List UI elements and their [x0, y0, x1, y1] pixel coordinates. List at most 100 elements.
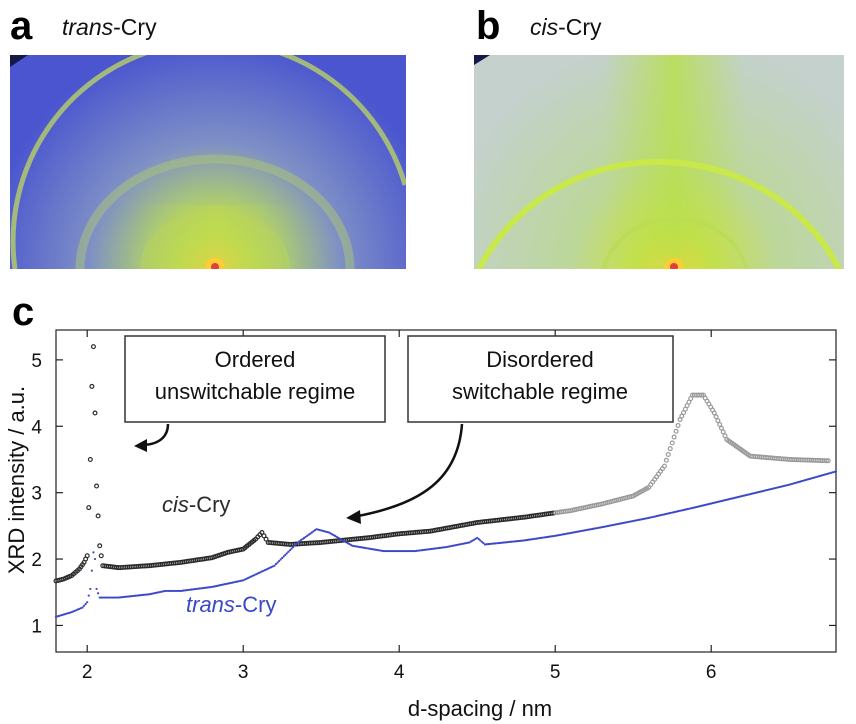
annotation-ordered-arrowhead: [134, 439, 147, 452]
x-tick-label: 2: [82, 662, 93, 683]
trans-data-point: [89, 587, 92, 591]
cis-data-point: [94, 483, 100, 489]
trans-data-point: [281, 556, 284, 560]
trans-data-point: [401, 549, 404, 553]
panel-letter-a: a: [10, 4, 33, 48]
series-label-trans: trans-Cry: [186, 592, 276, 617]
trans-data-point: [84, 602, 87, 606]
trans-data-point: [295, 542, 298, 546]
cis-data-point: [717, 421, 723, 427]
series-label-cis: cis-Cry: [162, 492, 230, 517]
annotation-disordered: Disordered switchable regime: [346, 335, 674, 524]
cis-data-point: [90, 344, 96, 350]
annotation-ordered-arrow: [143, 423, 170, 447]
trans-data-point: [834, 470, 838, 473]
series-layer: [53, 344, 838, 618]
trans-data-point: [477, 538, 480, 541]
trans-data-point: [95, 587, 98, 591]
cis-data-point: [825, 458, 831, 464]
xrd-pattern-trans: [10, 55, 406, 269]
cis-data-point: [663, 457, 669, 463]
trans-data-point: [404, 549, 407, 553]
cis-data-point: [671, 434, 677, 440]
trans-data-point: [165, 589, 168, 593]
trans-data-point: [97, 592, 100, 595]
panel-title-b: cis-Cry: [530, 14, 602, 40]
trans-data-point: [385, 549, 388, 553]
trans-data-point: [175, 589, 178, 593]
trans-data-point: [109, 596, 112, 599]
trans-data-point: [402, 549, 405, 553]
annotation-ordered-line2: unswitchable regime: [155, 379, 356, 404]
trans-data-point: [277, 559, 281, 563]
cis-data-point: [261, 533, 267, 539]
trans-data-point: [87, 594, 90, 597]
cis-data-point: [259, 529, 265, 535]
y-tick-label: 3: [31, 484, 42, 505]
cis-data-point: [97, 543, 103, 549]
trans-data-point: [301, 538, 304, 541]
trans-data-point: [112, 596, 115, 599]
trans-data-point: [111, 596, 114, 599]
cis-data-point: [711, 410, 717, 416]
trans-data-point: [388, 549, 391, 553]
cis-data-point: [95, 513, 101, 519]
y-tick-label: 1: [31, 616, 42, 637]
trans-data-point: [276, 561, 279, 564]
cis-data-point: [823, 458, 829, 464]
panel-title-a-rest: -Cry: [113, 14, 157, 40]
trans-data-point: [307, 533, 310, 536]
cis-data-point: [715, 418, 721, 424]
trans-data-point: [296, 541, 299, 544]
series-label-trans-italic: trans: [186, 592, 235, 617]
trans-data-point: [476, 536, 479, 539]
trans-data-point: [310, 531, 313, 534]
trans-data-point: [90, 569, 93, 572]
trans-data-point: [412, 549, 415, 553]
trans-data-point: [293, 544, 296, 547]
trans-data-point: [171, 589, 175, 593]
cis-data-point: [98, 553, 104, 559]
trans-data-point: [299, 539, 303, 542]
trans-data-point: [407, 549, 410, 553]
panel-title-a-italic: trans: [62, 14, 114, 40]
cis-data-point: [86, 505, 92, 511]
panel-letter-c: c: [12, 290, 35, 334]
trans-data-point: [170, 589, 173, 593]
trans-data-point: [309, 532, 312, 535]
trans-data-point: [306, 534, 309, 537]
cis-data-point: [669, 440, 675, 446]
trans-data-point: [107, 596, 111, 599]
annotation-ordered: Ordered unswitchable regime: [124, 335, 386, 452]
annotation-disordered-arrowhead: [346, 510, 361, 524]
x-tick-label: 5: [550, 662, 561, 683]
trans-data-point: [279, 558, 282, 561]
cis-data-point: [87, 456, 93, 462]
trans-data-point: [173, 589, 176, 593]
cis-data-point: [699, 392, 705, 398]
trans-data-point: [396, 549, 399, 553]
trans-data-point: [115, 596, 118, 599]
cis-data-point: [673, 428, 679, 434]
cis-data-point: [713, 414, 719, 420]
y-tick-label: 4: [31, 417, 42, 438]
x-tick-label: 4: [394, 662, 405, 683]
x-tick-label: 3: [238, 662, 249, 683]
trans-data-point: [312, 530, 315, 533]
trans-data-point: [398, 549, 401, 553]
trans-data-point: [103, 596, 106, 599]
plot-frame: [55, 329, 837, 653]
annotation-ordered-box: [124, 335, 386, 423]
trans-data-point: [92, 551, 95, 554]
cis-data-point: [263, 536, 269, 542]
trans-data-point: [405, 549, 409, 553]
trans-data-point: [409, 549, 412, 553]
trans-data-point: [393, 549, 396, 553]
panel-title-a: trans-Cry: [62, 14, 157, 40]
cis-data-point: [667, 446, 673, 452]
trans-data-point: [394, 549, 398, 553]
cis-data-point: [92, 410, 98, 416]
trans-data-point: [480, 540, 483, 543]
cis-data-point: [722, 433, 728, 439]
plot-area: 2 3 4 5 6 1 2 3 4 5: [31, 329, 837, 683]
